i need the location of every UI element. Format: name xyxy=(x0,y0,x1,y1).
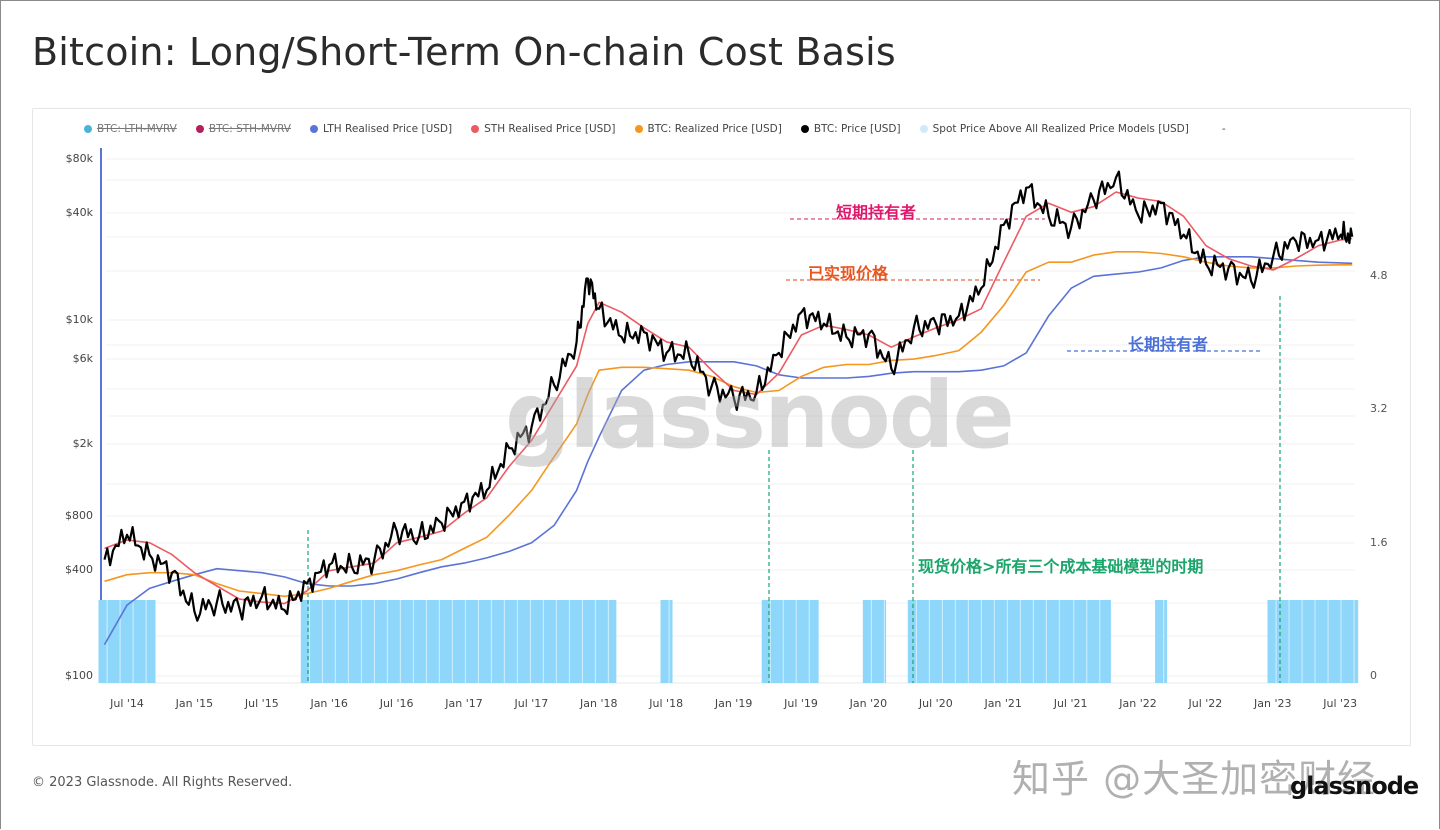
spot-above-bars xyxy=(98,600,1359,683)
annotation-lth: 长期持有者 xyxy=(1128,335,1209,354)
copyright-text: © 2023 Glassnode. All Rights Reserved. xyxy=(32,775,293,790)
legend-label: BTC: Realized Price [USD] xyxy=(647,123,782,135)
zhihu-watermark: 知乎 @大圣加密财经 xyxy=(1012,757,1377,801)
x-tick-label: Jan '18 xyxy=(580,697,618,710)
chart-title: Bitcoin: Long/Short-Term On-chain Cost B… xyxy=(32,30,896,74)
legend-dot-icon xyxy=(800,125,809,133)
chart-legend: BTC: LTH-MVRV BTC: STH-MVRV LTH Realised… xyxy=(84,121,1245,137)
y-tick-label: $10k xyxy=(65,313,93,326)
legend-item-sth-realised-price[interactable]: STH Realised Price [USD] xyxy=(471,123,616,135)
x-tick-label: Jul '14 xyxy=(110,697,144,710)
y-tick-label: $80k xyxy=(65,152,93,165)
legend-item-dash[interactable]: - xyxy=(1222,123,1226,135)
series-line-sth-realised-price-usd[interactable] xyxy=(104,191,1353,605)
glassnode-watermark: glassnode xyxy=(505,362,1015,469)
x-tick-label: Jul '15 xyxy=(244,697,279,710)
legend-dot-icon xyxy=(309,125,318,133)
glassnode-logo: glassnode xyxy=(1290,772,1419,800)
y-tick-label: $800 xyxy=(65,509,93,522)
y-tick-label: $400 xyxy=(65,563,93,576)
y-tick-label: $100 xyxy=(65,669,93,682)
legend-item-btc-price[interactable]: BTC: Price [USD] xyxy=(800,123,901,135)
y2-tick-label: 3.2 xyxy=(1370,402,1388,415)
series-line-lth-realised-price-usd[interactable] xyxy=(103,256,1353,645)
annotation-realized: 已实现价格 xyxy=(808,264,889,283)
legend-item-sth-mvrv[interactable]: BTC: STH-MVRV xyxy=(195,123,291,135)
legend-label: BTC: LTH-MVRV xyxy=(97,123,177,135)
x-tick-label: Jul '18 xyxy=(649,697,684,710)
x-tick-label: Jul '21 xyxy=(1053,697,1088,710)
legend-label: LTH Realised Price [USD] xyxy=(322,123,453,135)
legend-dot-icon xyxy=(634,125,643,133)
legend-dot-icon xyxy=(471,125,480,133)
x-tick-label: Jul '23 xyxy=(1323,697,1358,710)
legend-item-lth-mvrv[interactable]: BTC: LTH-MVRV xyxy=(84,123,177,135)
legend-label: Spot Price Above All Realized Price Mode… xyxy=(932,123,1189,135)
x-tick-label: Jan '15 xyxy=(175,697,214,710)
legend-label: STH Realised Price [USD] xyxy=(484,123,616,135)
legend-dot-icon xyxy=(195,125,204,133)
legend-dot-icon xyxy=(919,125,928,133)
legend-label: - xyxy=(1221,123,1226,135)
x-tick-label: Jan '22 xyxy=(1119,697,1157,710)
x-tick-label: Jul '20 xyxy=(918,697,953,710)
x-tick-label: Jan '16 xyxy=(310,697,348,710)
x-tick-label: Jan '20 xyxy=(849,697,888,710)
y2-tick-label: 1.6 xyxy=(1370,536,1388,549)
x-tick-label: Jan '21 xyxy=(984,697,1022,710)
series-line-btc-price-usd[interactable] xyxy=(103,170,1354,622)
legend-item-realized-price[interactable]: BTC: Realized Price [USD] xyxy=(634,123,782,135)
legend-label: BTC: Price [USD] xyxy=(813,123,901,135)
y2-tick-label: 0 xyxy=(1370,669,1377,682)
series-line-btc-realized-price-usd[interactable] xyxy=(104,251,1353,598)
legend-dot-icon xyxy=(84,125,92,133)
x-tick-label: Jan '17 xyxy=(445,697,483,710)
y2-tick-label: 4.8 xyxy=(1370,269,1388,282)
annotation-periods: 现货价格>所有三个成本基础模型的时期 xyxy=(918,557,1204,576)
legend-item-lth-realised-price[interactable]: LTH Realised Price [USD] xyxy=(309,123,453,135)
annotation-sth: 短期持有者 xyxy=(836,203,917,222)
x-tick-label: Jul '16 xyxy=(379,697,414,710)
y-tick-label: $6k xyxy=(72,352,93,365)
legend-label: BTC: STH-MVRV xyxy=(208,123,291,135)
y-tick-label: $40k xyxy=(65,206,93,219)
legend-item-spot-above-all[interactable]: Spot Price Above All Realized Price Mode… xyxy=(919,123,1189,135)
x-tick-label: Jul '22 xyxy=(1188,697,1223,710)
y-tick-label: $2k xyxy=(72,437,93,450)
x-tick-label: Jul '19 xyxy=(784,697,818,710)
x-tick-label: Jan '23 xyxy=(1254,697,1292,710)
x-tick-label: Jan '19 xyxy=(714,697,753,710)
x-tick-label: Jul '17 xyxy=(514,697,549,710)
